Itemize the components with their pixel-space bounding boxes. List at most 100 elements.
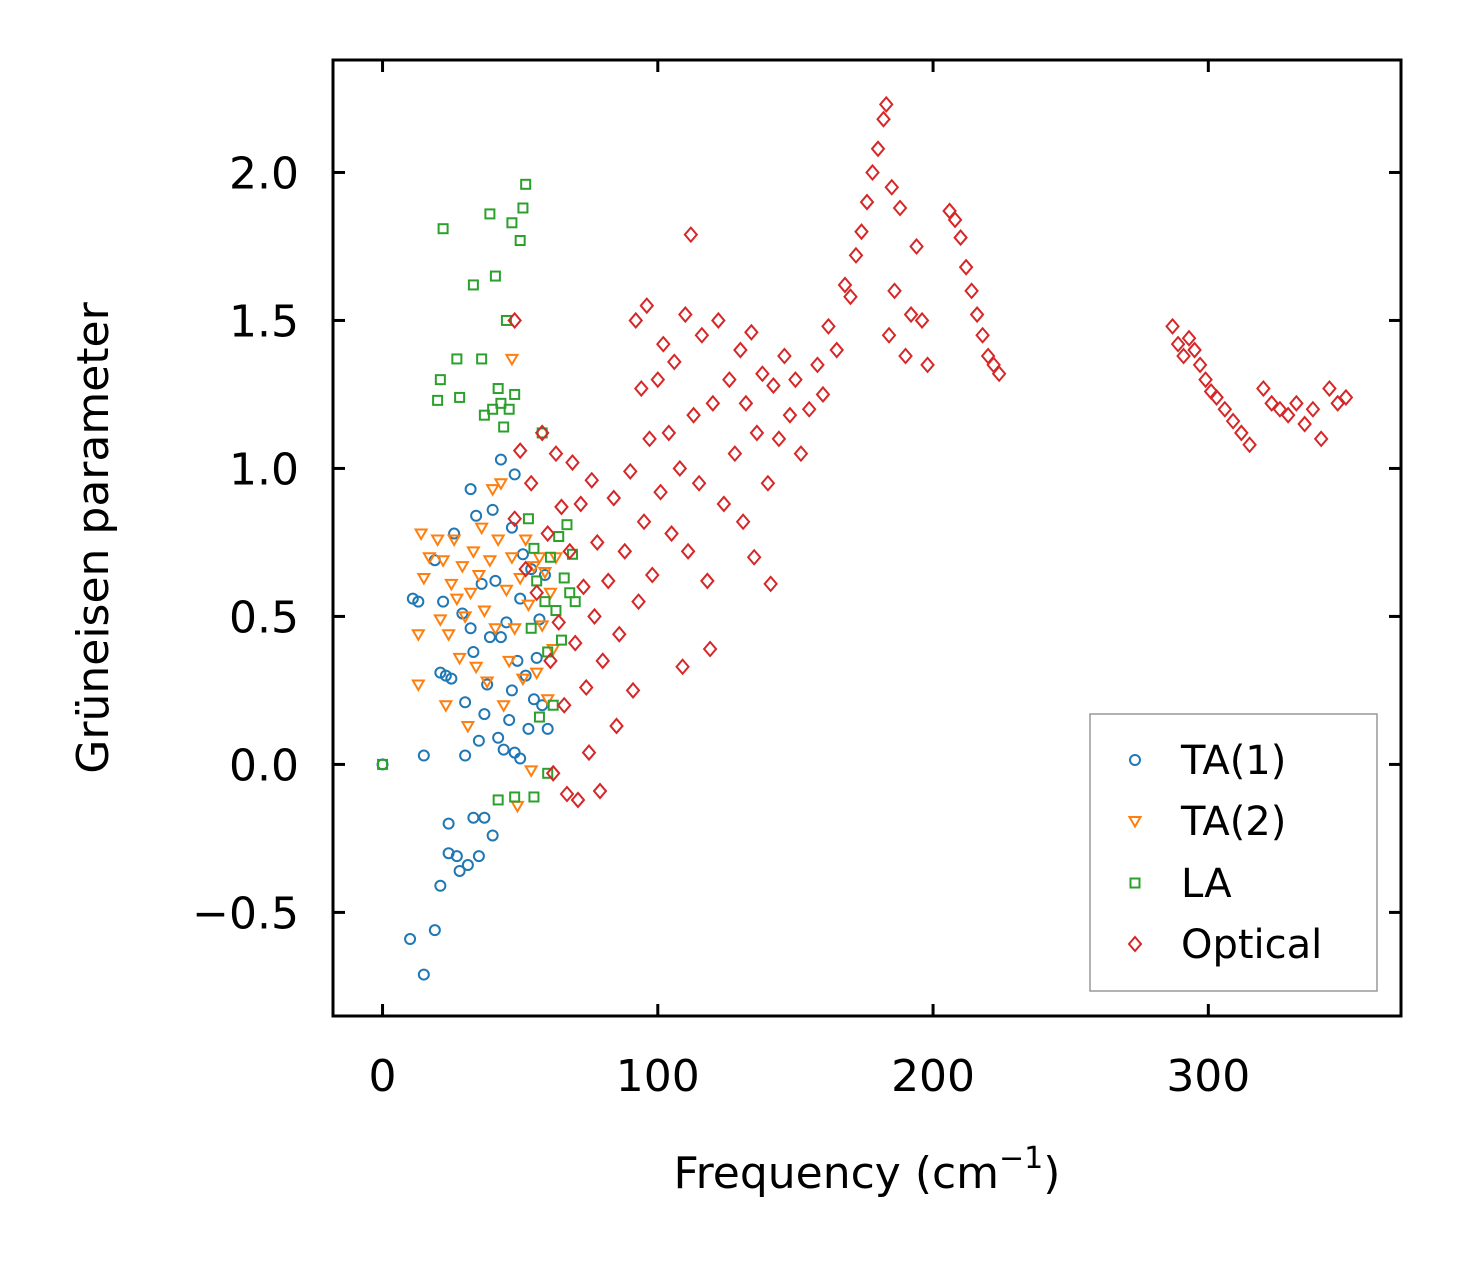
data-point [489, 270, 501, 282]
data-point [683, 226, 699, 244]
data-point [705, 394, 721, 412]
data-point [412, 595, 425, 608]
data-point [526, 561, 542, 574]
data-point [417, 968, 430, 981]
data-point [606, 489, 622, 507]
x-tick-label: 100 [616, 1051, 700, 1102]
data-point [472, 850, 485, 863]
data-point [746, 548, 762, 566]
data-point [553, 531, 565, 543]
data-point [653, 483, 668, 501]
data-point [522, 722, 535, 735]
data-point [522, 513, 534, 525]
data-point [484, 208, 496, 220]
data-point [517, 202, 529, 214]
data-point [450, 850, 463, 863]
data-point [504, 353, 520, 367]
data-point [545, 764, 561, 782]
data-point [642, 430, 657, 448]
data-point [672, 459, 688, 477]
data-point [1217, 400, 1233, 418]
y-tick-label: 0.5 [229, 592, 299, 643]
data-point [518, 560, 533, 578]
data-point [545, 643, 561, 657]
data-point [481, 678, 494, 691]
data-point [636, 513, 652, 531]
data-point [1305, 400, 1321, 418]
data-point [438, 700, 454, 713]
x-axis-title: Frequency (cm−1) [674, 1141, 1061, 1199]
data-point [411, 629, 426, 642]
data-point [490, 534, 506, 547]
data-point [664, 525, 679, 543]
data-point [544, 551, 556, 563]
data-point [566, 548, 578, 560]
legend: TA(1) TA(2) LA Optical [1089, 713, 1378, 992]
data-point [483, 631, 496, 644]
data-point [584, 471, 600, 489]
x-tick-label: 300 [1166, 1051, 1250, 1102]
data-point [514, 592, 527, 605]
data-point [600, 572, 616, 590]
data-point [554, 498, 569, 516]
data-point [766, 377, 781, 395]
data-point [576, 578, 591, 596]
data-point [482, 555, 498, 568]
data-point [755, 365, 770, 383]
legend-label-la: LA [1181, 861, 1232, 907]
data-point [442, 817, 455, 830]
x-tick-label: 200 [891, 1051, 975, 1102]
data-point [569, 596, 581, 608]
data-point [542, 767, 554, 779]
data-point [503, 403, 515, 415]
data-point [471, 569, 487, 583]
data-point [556, 696, 572, 714]
data-point [518, 534, 533, 547]
legend-label-ta1: TA(1) [1180, 738, 1286, 784]
data-point [1176, 347, 1191, 365]
data-point [1165, 317, 1180, 335]
data-point [514, 752, 527, 765]
data-point [520, 178, 532, 190]
data-point [466, 546, 481, 559]
data-point [548, 445, 564, 463]
data-point [500, 314, 512, 326]
data-point [477, 605, 492, 619]
y-tick-label: 1.5 [229, 296, 299, 347]
data-point [815, 385, 831, 403]
data-point [570, 791, 586, 809]
data-point [920, 356, 935, 374]
data-point [499, 584, 514, 598]
data-point [512, 572, 528, 586]
data-point [694, 326, 710, 344]
x-axis-title-superscript: −1 [999, 1141, 1043, 1176]
data-point [564, 587, 576, 599]
data-point [1198, 371, 1213, 389]
data-point [459, 696, 472, 709]
data-point [501, 655, 517, 669]
data-point [760, 474, 776, 492]
data-point [975, 326, 990, 344]
data-point [909, 237, 924, 256]
data-point [413, 528, 429, 542]
data-point [821, 317, 836, 335]
data-point [581, 744, 597, 762]
data-point [448, 527, 461, 540]
data-point [437, 223, 449, 235]
data-point [430, 534, 445, 547]
data-point [464, 483, 477, 496]
data-point [1256, 379, 1271, 398]
data-point [550, 605, 562, 617]
data-point [539, 596, 551, 608]
series-ta-2 [411, 353, 564, 814]
data-point [504, 552, 520, 565]
data-point [417, 749, 430, 762]
data-point [514, 235, 526, 247]
data-point [492, 794, 504, 806]
data-point [540, 525, 556, 543]
data-point [733, 341, 748, 359]
data-point [1192, 356, 1208, 374]
data-point [716, 495, 732, 513]
data-point [829, 341, 845, 359]
